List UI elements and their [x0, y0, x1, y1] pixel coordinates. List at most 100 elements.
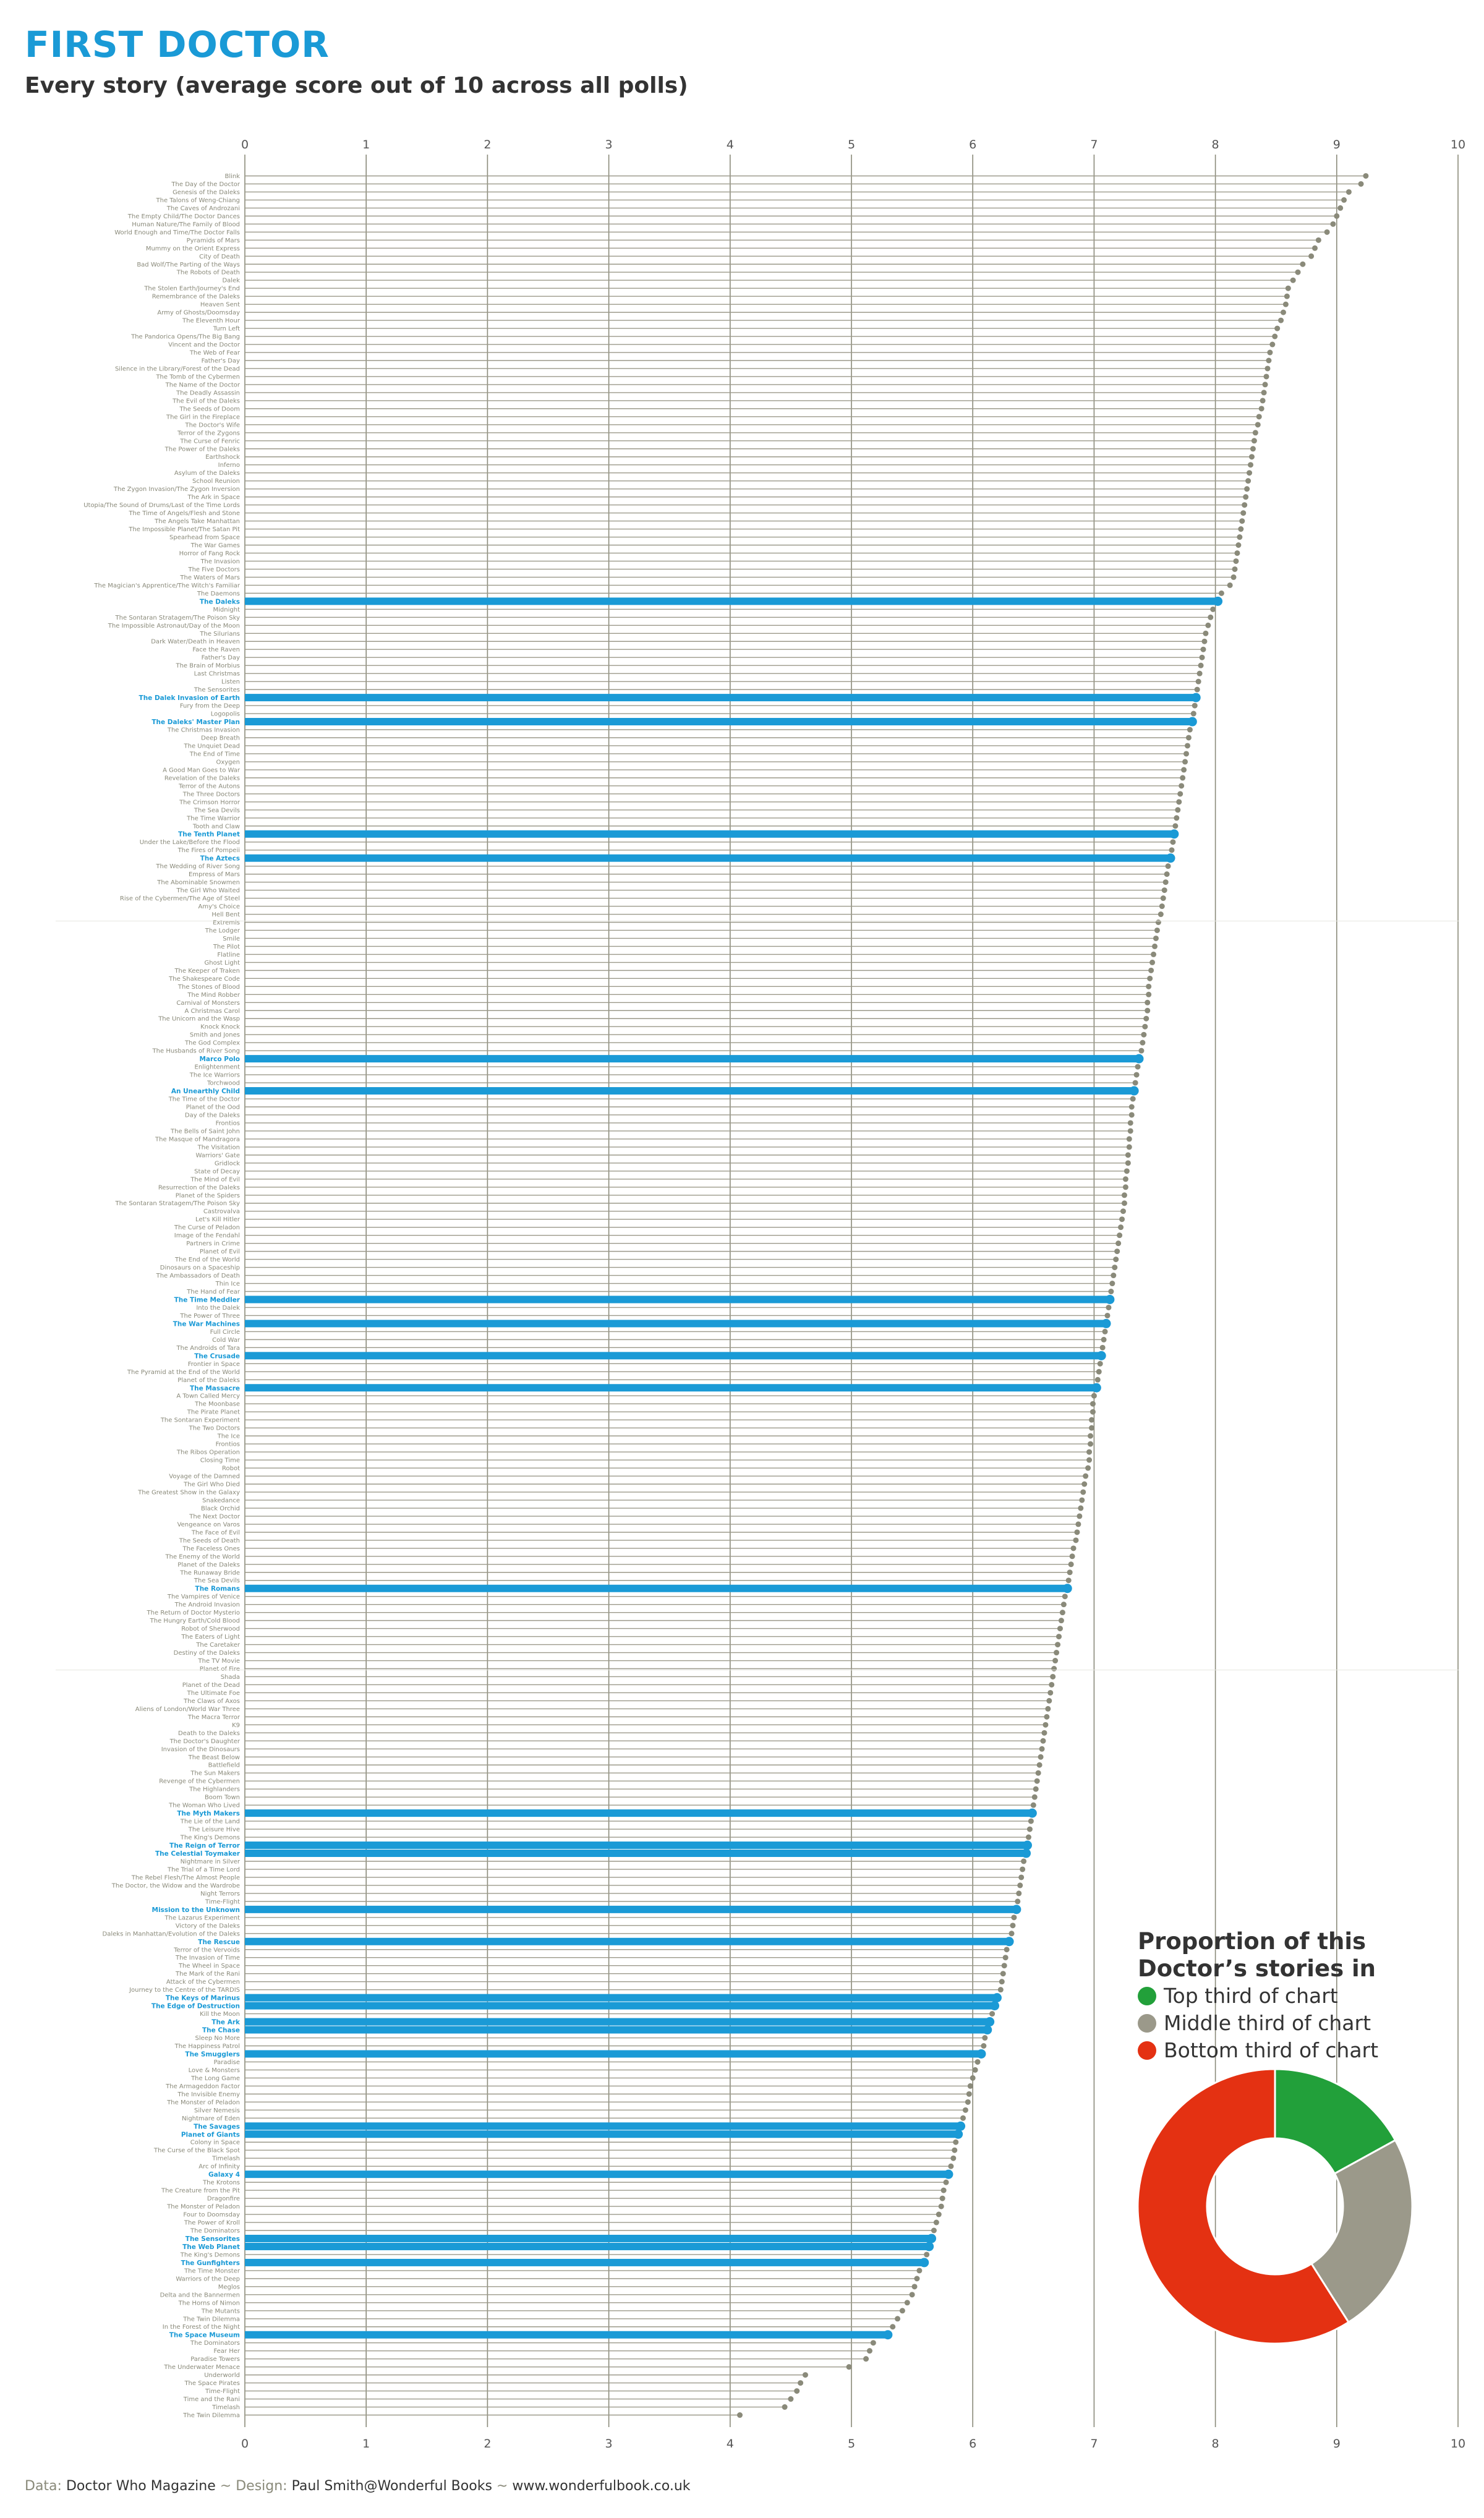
bar-end-127: [1121, 1192, 1127, 1198]
bar-176: [245, 1584, 1068, 1592]
row-label-16: Heaven Sent: [200, 302, 240, 309]
bar-end-82: [1169, 829, 1179, 839]
row-label-164: The Greatest Show in the Galaxy: [137, 1489, 240, 1496]
bar-end-241: [962, 2107, 968, 2113]
bar-end-185: [1052, 1658, 1059, 1664]
bar-end-136: [1112, 1265, 1118, 1271]
bar-end-73: [1182, 759, 1188, 765]
bar-end-76: [1179, 783, 1185, 789]
bar-end-212: [1018, 1874, 1025, 1880]
bar-end-107: [1141, 1031, 1147, 1038]
bar-end-222: [1002, 1955, 1009, 1961]
bar-end-143: [1101, 1318, 1111, 1328]
bar-end-272: [863, 2356, 869, 2362]
bar-end-169: [1074, 1529, 1080, 1535]
bar-end-134: [1114, 1248, 1120, 1255]
row-label-243: The Savages: [194, 2123, 240, 2130]
row-label-186: Planet of Fire: [200, 1666, 240, 1673]
bar-208: [245, 1842, 1028, 1850]
tick-label-bottom-5: 5: [848, 2437, 855, 2451]
bar-end-96: [1152, 943, 1158, 949]
row-label-139: The Hand of Fear: [186, 1289, 241, 1295]
row-label-210: Nightmare in Silver: [181, 1858, 241, 1865]
row-label-189: The Ultimate Foe: [187, 1690, 240, 1697]
row-label-163: The Girl Who Died: [183, 1481, 240, 1488]
bar-end-91: [1159, 903, 1165, 910]
row-label-105: The Unicorn and the Wasp: [158, 1016, 240, 1023]
bar-end-19: [1274, 325, 1281, 331]
tick-label-bottom-10: 10: [1451, 2437, 1465, 2451]
row-label-216: Mission to the Unknown: [152, 1906, 241, 1914]
pie-slice-2: [1136, 2068, 1350, 2345]
bar-end-56: [1205, 622, 1211, 628]
row-label-218: Victory of the Daleks: [176, 1923, 240, 1929]
bar-end-140: [1105, 1294, 1115, 1304]
bar-231: [245, 2026, 987, 2034]
row-label-87: Empress of Mars: [189, 871, 240, 878]
row-label-92: Hell Bent: [211, 911, 240, 918]
footer-sep-1: ~: [220, 2478, 232, 2494]
row-label-235: Paradise: [214, 2059, 240, 2066]
row-label-78: The Crimson Horror: [179, 799, 241, 806]
row-label-278: Timelash: [211, 2404, 240, 2411]
row-label-169: The Face of Evil: [191, 1529, 240, 1536]
row-label-67: Logopolis: [211, 711, 240, 718]
row-label-176: The Romans: [195, 1585, 240, 1593]
row-label-113: Torchwood: [207, 1080, 240, 1087]
bar-end-189: [1047, 1689, 1054, 1696]
bar-end-117: [1128, 1112, 1135, 1118]
row-label-93: Extremis: [213, 920, 240, 926]
bar-end-149: [1096, 1368, 1102, 1375]
row-label-209: The Celestial Toymaker: [155, 1850, 241, 1858]
row-label-151: The Massacre: [190, 1385, 240, 1392]
row-label-125: The Mind of Evil: [190, 1176, 240, 1183]
row-label-182: The Eaters of Light: [181, 1634, 240, 1641]
bar-end-226: [997, 1987, 1004, 1993]
bar-end-12: [1295, 269, 1301, 275]
row-label-226: Journey to the Centre of the TARDIS: [129, 1987, 240, 1994]
row-label-30: The Girl in the Fireplace: [166, 414, 240, 420]
bar-end-115: [1130, 1096, 1136, 1102]
bar-end-109: [1138, 1048, 1145, 1054]
bar-end-105: [1143, 1015, 1149, 1022]
row-label-239: The Invisible Enemy: [177, 2091, 240, 2098]
bar-147: [245, 1352, 1102, 1360]
bar-end-48: [1233, 558, 1239, 564]
bar-end-74: [1181, 767, 1187, 773]
bar-end-49: [1232, 566, 1238, 572]
bar-end-202: [1031, 1794, 1038, 1800]
bar-end-171: [1070, 1545, 1077, 1551]
bar-end-190: [1046, 1697, 1052, 1704]
bar-end-243: [956, 2121, 966, 2131]
bar-151: [245, 1384, 1097, 1392]
bar-end-152: [1091, 1393, 1097, 1399]
row-label-179: The Return of Doctor Mysterio: [147, 1610, 240, 1616]
row-label-129: Castrovalva: [203, 1208, 240, 1215]
row-label-13: Dalek: [222, 278, 240, 284]
bar-end-87: [1164, 871, 1170, 877]
row-label-12: The Robots of Death: [176, 270, 240, 276]
row-label-191: Aliens of London/World War Three: [135, 1706, 240, 1713]
row-label-75: Revelation of the Daleks: [164, 775, 240, 782]
tick-label-top-8: 8: [1212, 138, 1219, 152]
bar-end-256: [931, 2227, 937, 2234]
bar-end-142: [1104, 1312, 1111, 1318]
bar-143: [245, 1320, 1107, 1328]
row-label-10: City of Death: [199, 254, 240, 260]
row-label-146: The Androids of Tara: [176, 1345, 240, 1352]
bar-end-139: [1108, 1289, 1114, 1295]
row-label-253: The Monster of Peladon: [166, 2204, 240, 2211]
bar-end-269: [883, 2330, 893, 2340]
bar-end-69: [1187, 727, 1193, 733]
row-label-156: The Two Doctors: [189, 1425, 240, 1432]
bar-end-196: [1039, 1746, 1045, 1752]
bar-end-21: [1269, 341, 1276, 348]
row-label-119: The Bells of Saint John: [170, 1128, 240, 1135]
row-label-142: The Power of Three: [179, 1313, 240, 1320]
row-label-258: The Web Planet: [182, 2243, 240, 2251]
bar-end-258: [924, 2242, 934, 2251]
legend-title: Proportion of this Doctor’s stories in: [1138, 1928, 1376, 1982]
bar-end-234: [976, 2049, 986, 2059]
bar-end-245: [953, 2139, 959, 2145]
row-label-6: Human Nature/The Family of Blood: [132, 221, 240, 228]
